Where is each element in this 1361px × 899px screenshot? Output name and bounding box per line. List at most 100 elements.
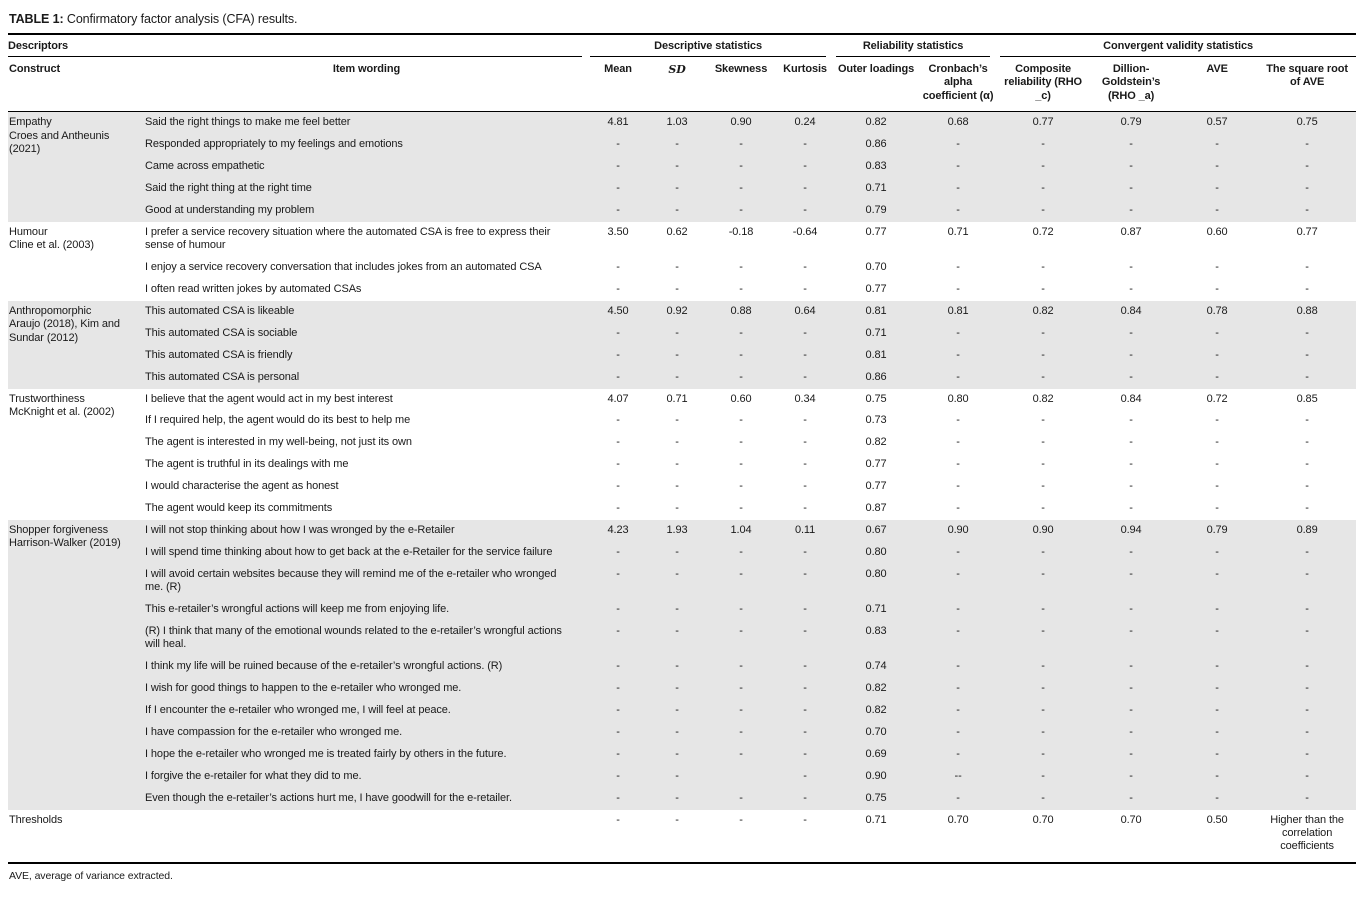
value-cell: - <box>776 743 837 766</box>
value-cell: - <box>590 156 649 178</box>
value-cell: - <box>1176 199 1261 222</box>
value-cell: - <box>708 656 777 679</box>
value-cell: - <box>1000 765 1089 788</box>
col-dillion-goldstein: Dillion-Goldstein’s (RHO _a) <box>1088 57 1177 113</box>
item-wording-cell: This automated CSA is likeable <box>145 300 591 323</box>
value-cell: - <box>776 765 837 788</box>
construct-cell: Anthropomorphic Araujo (2018), Kim and Su… <box>8 300 145 389</box>
value-cell: 0.71 <box>836 177 919 200</box>
value-cell: - <box>648 809 709 864</box>
value-cell: - <box>1000 156 1089 178</box>
value-cell: 4.07 <box>607 392 629 405</box>
value-cell: - <box>648 541 709 564</box>
table-row: I hope the e-retailer who wronged me is … <box>8 743 1357 766</box>
value-cell: 0.80 <box>836 541 919 564</box>
value-cell: - <box>1000 177 1089 200</box>
value-cell: 0.89 <box>1260 519 1357 542</box>
item-wording-cell: Said the right things to make me feel be… <box>145 111 591 135</box>
value-cell: - <box>776 722 837 744</box>
value-cell: - <box>918 599 1001 621</box>
item-wording-cell: If I required help, the agent would do i… <box>145 414 411 427</box>
value-cell: 0.77 <box>865 458 887 471</box>
item-wording-cell: I have compassion for the e-retailer who… <box>145 722 591 744</box>
value-cell: - <box>1000 541 1089 564</box>
value-cell: - <box>708 156 777 178</box>
value-cell: - <box>1260 765 1357 788</box>
table-row: This automated CSA is friendly - - - -0.81- -… <box>8 344 1357 367</box>
value-cell: - <box>1088 322 1177 345</box>
value-cell: - <box>675 282 679 295</box>
value-cell: 0.71 <box>836 599 919 621</box>
value-cell: - <box>1260 563 1357 600</box>
value-cell: 0.83 <box>836 156 919 178</box>
value-cell: - <box>590 700 649 722</box>
value-cell: - <box>616 414 620 427</box>
table-row: Responded appropriately to my feelings a… <box>8 134 1357 157</box>
value-cell: - <box>1129 261 1133 274</box>
construct-name: Trustworthiness <box>9 392 85 405</box>
value-cell: - <box>648 322 709 345</box>
value-cell: 0.75 <box>865 392 887 405</box>
value-cell: - <box>1000 134 1089 157</box>
group-descriptive-statistics: Descriptive statistics <box>590 34 836 57</box>
value-cell: - <box>708 366 777 389</box>
value-cell: - <box>1176 656 1261 679</box>
value-cell: - <box>1129 436 1133 449</box>
value-cell: - <box>1088 765 1177 788</box>
value-cell: - <box>1000 787 1089 810</box>
value-cell: - <box>1000 344 1089 367</box>
item-wording-cell: I wish for good things to happen to the … <box>145 678 591 701</box>
group-reliability-statistics-label: Reliability statistics <box>836 40 991 57</box>
item-wording-cell: Good at understanding my problem <box>145 199 591 222</box>
value-cell: - <box>1305 261 1309 274</box>
item-wording-cell: I will not stop thinking about how I was… <box>145 519 591 542</box>
item-wording-cell: I believe that the agent would act in my… <box>145 392 393 405</box>
value-cell: - <box>616 261 620 274</box>
value-cell: - <box>590 787 649 810</box>
value-cell: 0.69 <box>836 743 919 766</box>
value-cell: - <box>1000 563 1089 600</box>
value-cell: 0.70 <box>918 809 1001 864</box>
value-cell: - <box>1260 156 1357 178</box>
item-wording-cell: The agent is truthful in its dealings wi… <box>145 458 349 471</box>
value-cell: 0.80 <box>836 563 919 600</box>
item-wording-cell: I think my life will be ruined because o… <box>145 656 591 679</box>
value-cell: 0.84 <box>1088 300 1177 323</box>
value-cell: - <box>1129 282 1133 295</box>
value-cell: - <box>616 458 620 471</box>
value-cell: - <box>918 620 1001 657</box>
value-cell: - <box>776 322 837 345</box>
value-cell: - <box>1305 436 1309 449</box>
value-cell: - <box>776 541 837 564</box>
value-cell: - <box>1041 436 1045 449</box>
value-cell: - <box>1305 414 1309 427</box>
table-row: Humour Cline et al. (2003) I prefer a serv… <box>8 222 1356 257</box>
value-cell: - <box>918 344 1001 367</box>
value-cell: - <box>1088 678 1177 701</box>
value-cell: - <box>675 261 679 274</box>
item-wording-cell: The agent would keep its commitments <box>145 502 333 515</box>
value-cell: 0.90 <box>836 765 919 788</box>
value-cell: - <box>918 134 1001 157</box>
value-cell: - <box>1041 480 1045 493</box>
value-cell: - <box>1000 199 1089 222</box>
value-cell: - <box>776 599 837 621</box>
value-cell: - <box>803 502 807 515</box>
value-cell: - <box>1215 502 1219 515</box>
value-cell: -0.64 <box>792 225 818 238</box>
col-cronbach-alpha: Cronbach’s alpha coefficient (α) <box>918 57 1001 113</box>
value-cell: - <box>739 261 743 274</box>
value-cell: 0.77 <box>865 225 887 238</box>
col-item-wording: Item wording <box>145 57 591 113</box>
value-cell: 0.85 <box>1296 392 1318 405</box>
table-row: Empathy Croes and Antheunis (2021) Said th… <box>8 111 1357 222</box>
value-cell: 0.80 <box>947 392 969 405</box>
value-cell: - <box>1176 177 1261 200</box>
value-cell: - <box>708 620 777 657</box>
value-cell: - <box>708 809 777 864</box>
table-row: The agent is truthful in its dealings wi… <box>8 454 1356 476</box>
value-cell: - <box>1176 563 1261 600</box>
value-cell: 0.71 <box>836 809 919 864</box>
value-cell: - <box>590 177 649 200</box>
value-cell: - <box>1041 282 1045 295</box>
